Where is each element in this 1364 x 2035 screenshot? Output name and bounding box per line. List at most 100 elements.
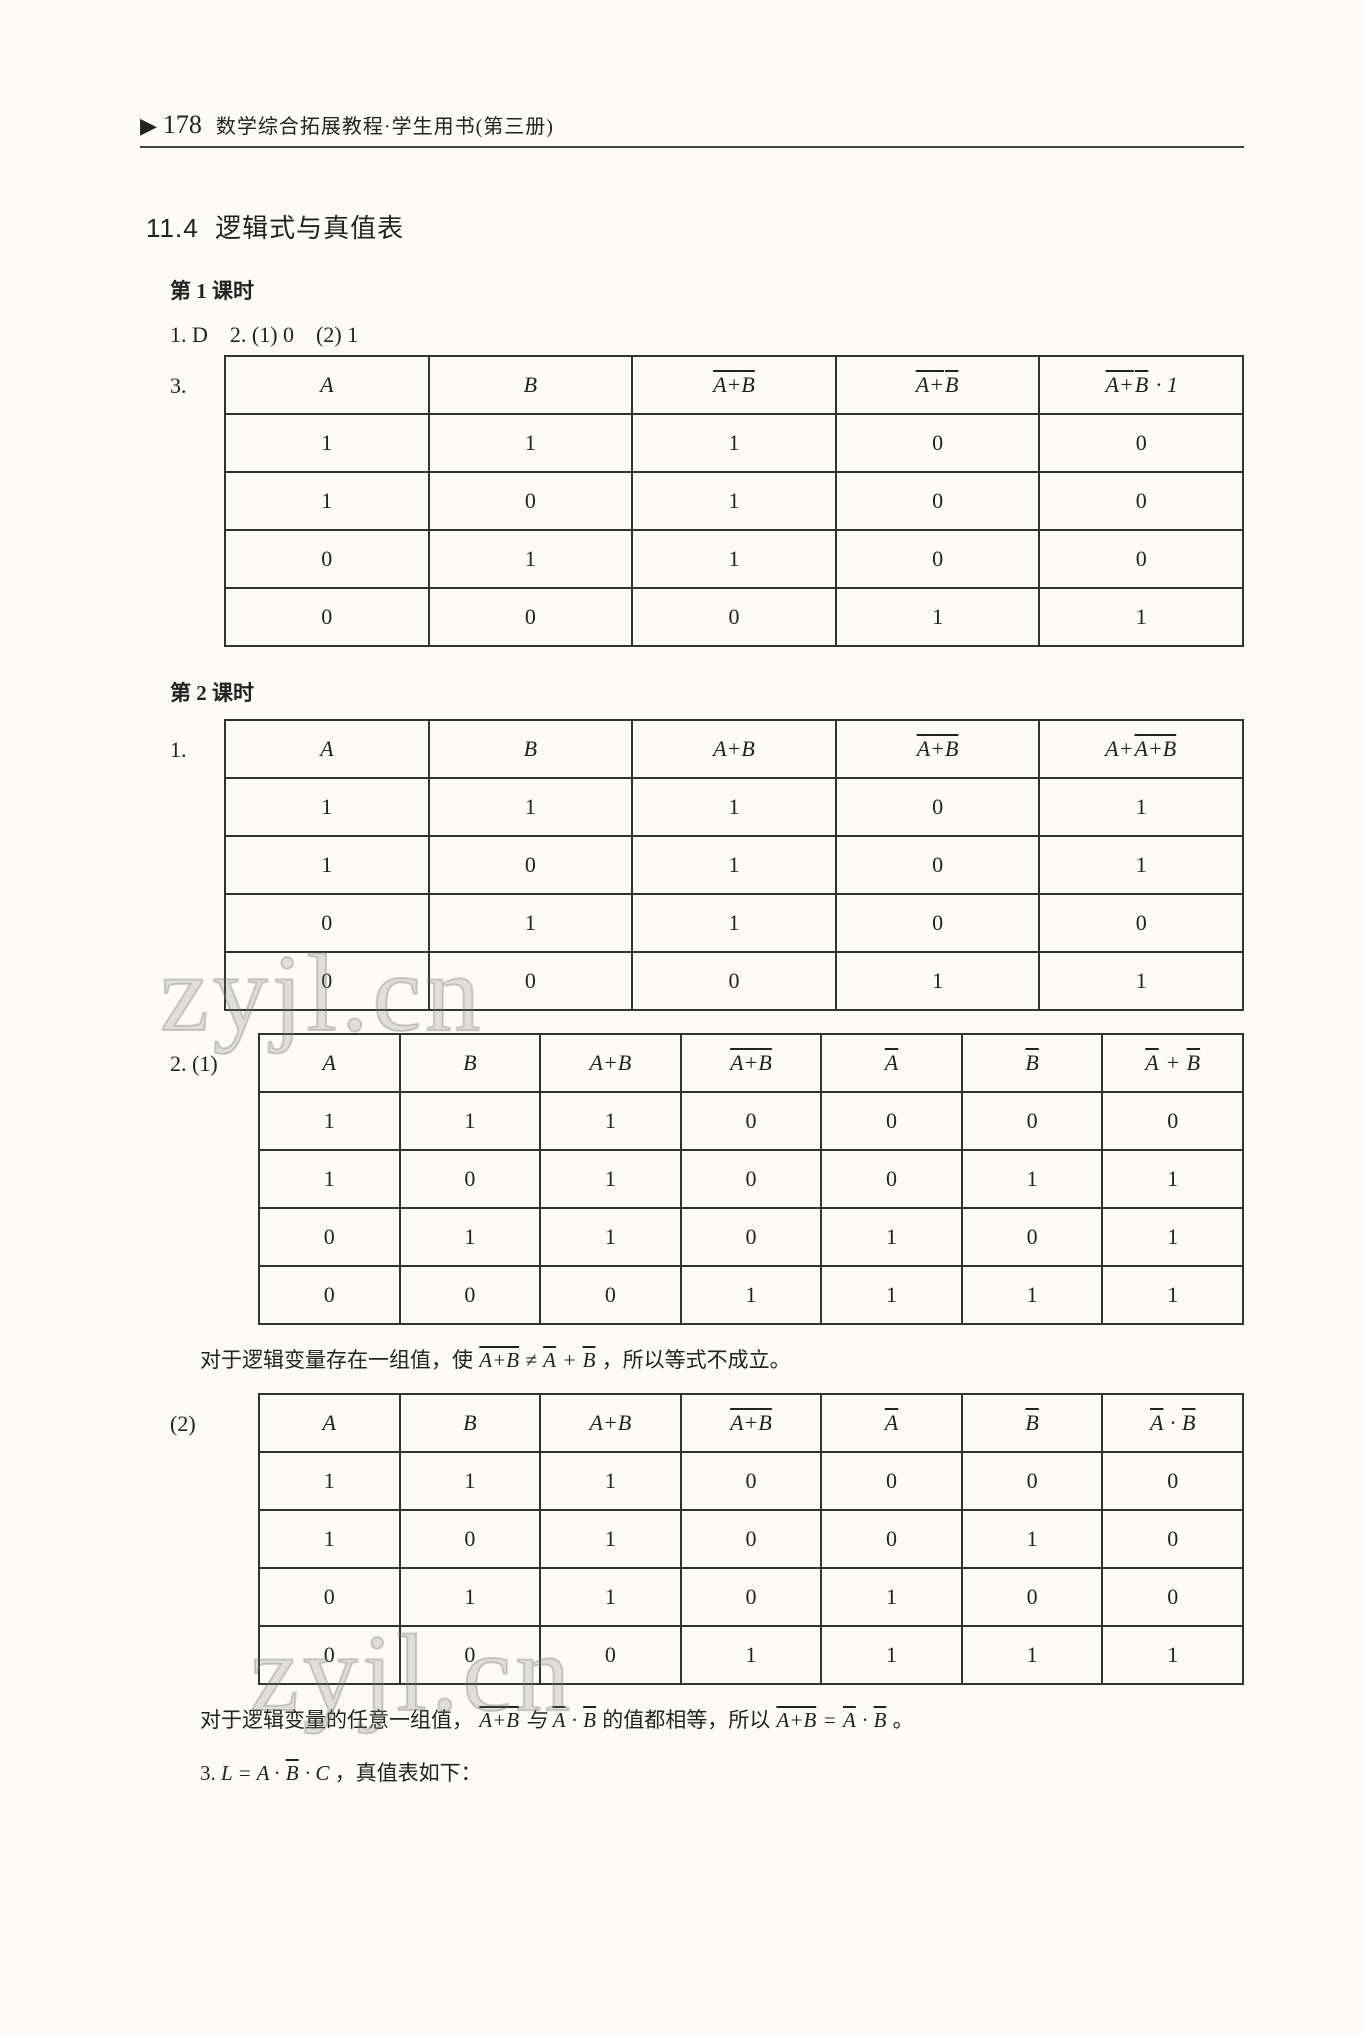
table-cell: 1 xyxy=(962,1266,1103,1324)
table-row: 1010011 xyxy=(259,1150,1243,1208)
table-cell: 0 xyxy=(259,1208,400,1266)
column-header: A+B xyxy=(681,1394,822,1452)
column-header: A · B xyxy=(1102,1394,1243,1452)
table-row: 1010010 xyxy=(259,1510,1243,1568)
expl2-mid: 的值都相等，所以 xyxy=(602,1708,775,1732)
table-cell: 0 xyxy=(259,1266,400,1324)
table-cell: 1 xyxy=(400,1092,541,1150)
table-cell: 1 xyxy=(681,1626,822,1684)
table-cell: 1 xyxy=(1039,778,1243,836)
expl2-math: A+B 与 A · B xyxy=(478,1708,597,1732)
q3-math: L = A · B · C xyxy=(221,1761,329,1785)
q2b-label: (2) xyxy=(170,1393,258,1437)
table-cell: 0 xyxy=(836,472,1040,530)
column-header: A xyxy=(259,1394,400,1452)
lesson-1-q3: 3. ABA+BA+BA+B · 111100101000110000011 xyxy=(170,355,1244,647)
table-cell: 1 xyxy=(540,1452,681,1510)
table-cell: 1 xyxy=(632,530,836,588)
section-name: 逻辑式与真值表 xyxy=(215,213,404,243)
column-header: A+B xyxy=(632,356,836,414)
lesson-1-table-wrap: ABA+BA+BA+B · 111100101000110000011 xyxy=(224,355,1244,647)
column-header: B xyxy=(400,1394,541,1452)
table-cell: 0 xyxy=(225,952,429,1010)
table-row: 11101 xyxy=(225,778,1243,836)
table-row: 0110100 xyxy=(259,1568,1243,1626)
table-row: 1110000 xyxy=(259,1452,1243,1510)
column-header: B xyxy=(429,720,633,778)
table-cell: 1 xyxy=(1039,952,1243,1010)
lesson-2-q2a: 2. (1) ABA+BA+BABA + B111000010100110110… xyxy=(170,1033,1244,1325)
expl2-math2: A+B = A · B xyxy=(775,1708,887,1732)
lesson-2-q2b: (2) ABA+BA+BABA · B111000010100100110100… xyxy=(170,1393,1244,1685)
table-cell: 1 xyxy=(225,414,429,472)
lesson-1-label: 第 1 课时 xyxy=(170,275,1244,305)
column-header: B xyxy=(962,1394,1103,1452)
table-cell: 1 xyxy=(836,952,1040,1010)
column-header: B xyxy=(962,1034,1103,1092)
table-cell: 1 xyxy=(540,1568,681,1626)
table-cell: 1 xyxy=(429,894,633,952)
table-cell: 0 xyxy=(821,1510,962,1568)
explanation-1: 对于逻辑变量存在一组值，使 A+B ≠ A + B ，所以等式不成立。 xyxy=(200,1343,1244,1379)
table-cell: 0 xyxy=(429,472,633,530)
lesson-2-table2-wrap: ABA+BA+BABA + B1110000101001101101010001… xyxy=(258,1033,1244,1325)
table-cell: 1 xyxy=(632,778,836,836)
truth-table-4: ABA+BA+BABA · B1110000101001001101000001… xyxy=(258,1393,1244,1685)
table-cell: 1 xyxy=(540,1510,681,1568)
table-cell: 1 xyxy=(821,1266,962,1324)
table-cell: 1 xyxy=(429,530,633,588)
table-cell: 0 xyxy=(225,894,429,952)
column-header: A xyxy=(821,1394,962,1452)
table-cell: 0 xyxy=(1102,1510,1243,1568)
table-row: 10101 xyxy=(225,836,1243,894)
table-cell: 0 xyxy=(836,778,1040,836)
column-header: A+B xyxy=(540,1394,681,1452)
table-cell: 0 xyxy=(681,1568,822,1626)
column-header: A+B xyxy=(836,356,1040,414)
book-title: 数学综合拓展教程·学生用书(第三册) xyxy=(216,110,554,139)
table-cell: 0 xyxy=(429,588,633,646)
table-cell: 0 xyxy=(429,952,633,1010)
table-cell: 1 xyxy=(1039,836,1243,894)
q3-line: 3. L = A · B · C ，真值表如下： xyxy=(200,1756,1244,1792)
table-cell: 0 xyxy=(632,588,836,646)
expl2-post: 。 xyxy=(893,1708,914,1732)
column-header: A+B xyxy=(681,1034,822,1092)
table-cell: 0 xyxy=(962,1092,1103,1150)
table-cell: 0 xyxy=(681,1510,822,1568)
table-cell: 0 xyxy=(821,1452,962,1510)
column-header: B xyxy=(429,356,633,414)
column-header: A+B xyxy=(836,720,1040,778)
column-header: A xyxy=(225,720,429,778)
table-cell: 1 xyxy=(1102,1626,1243,1684)
table-cell: 0 xyxy=(225,588,429,646)
table-cell: 0 xyxy=(681,1150,822,1208)
table-cell: 1 xyxy=(400,1208,541,1266)
table-row: 00011 xyxy=(225,588,1243,646)
lesson-1-answers: 1. D 2. (1) 0 (2) 1 xyxy=(170,317,1244,349)
q3-pre: 3. xyxy=(200,1761,221,1785)
table-cell: 0 xyxy=(540,1266,681,1324)
q1-label: 1. xyxy=(170,719,224,763)
table-cell: 0 xyxy=(1102,1568,1243,1626)
table-cell: 0 xyxy=(1039,894,1243,952)
lesson-2: 第 2 课时 1. ABA+BA+BA+A+B11101101010110000… xyxy=(170,677,1244,1792)
expl2-pre: 对于逻辑变量的任意一组值， xyxy=(200,1708,473,1732)
table-row: 0001111 xyxy=(259,1266,1243,1324)
table-cell: 1 xyxy=(821,1568,962,1626)
lesson-2-table3-wrap: ABA+BA+BABA · B1110000101001001101000001… xyxy=(258,1393,1244,1685)
table-cell: 0 xyxy=(962,1208,1103,1266)
expl1-post: ，所以等式不成立。 xyxy=(602,1348,791,1372)
header-glyph: ▶ xyxy=(140,113,157,139)
column-header: A + B xyxy=(1102,1034,1243,1092)
table-cell: 0 xyxy=(821,1092,962,1150)
table-row: 0001111 xyxy=(259,1626,1243,1684)
table-cell: 0 xyxy=(225,530,429,588)
section-title: 11.4 逻辑式与真值表 xyxy=(146,208,1244,245)
table-cell: 1 xyxy=(1102,1208,1243,1266)
table-cell: 1 xyxy=(540,1150,681,1208)
truth-table-1: ABA+BA+BA+B · 111100101000110000011 xyxy=(224,355,1244,647)
table-cell: 0 xyxy=(400,1150,541,1208)
table-cell: 1 xyxy=(632,836,836,894)
table-cell: 1 xyxy=(1102,1150,1243,1208)
